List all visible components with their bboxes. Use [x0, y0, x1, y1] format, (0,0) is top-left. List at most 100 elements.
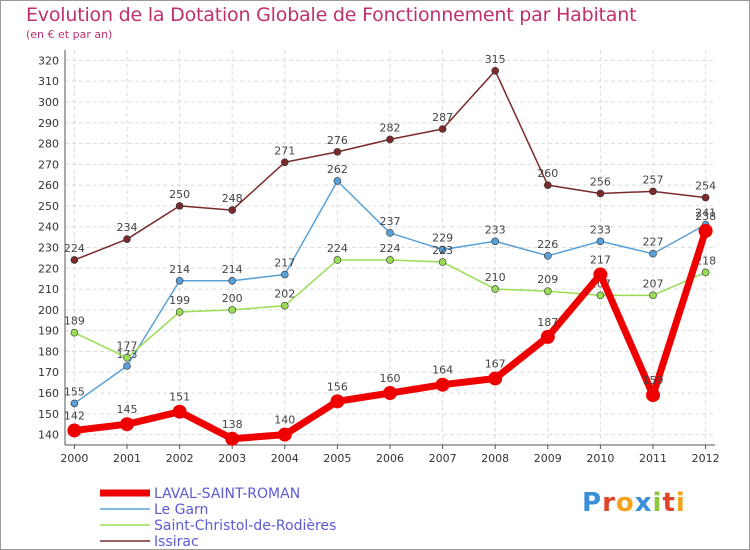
- data-label: 282: [380, 121, 401, 134]
- data-label: 224: [380, 242, 401, 255]
- logo-letter: r: [602, 488, 616, 518]
- x-tick-label: 2004: [271, 452, 299, 465]
- chart-title: Evolution de la Dotation Globale de Fonc…: [26, 4, 637, 26]
- data-label: 237: [380, 215, 401, 228]
- data-point: [225, 431, 240, 446]
- data-point: [646, 388, 660, 403]
- y-tick-label: 260: [38, 179, 59, 192]
- data-point: [330, 394, 345, 409]
- logo-letter: t: [662, 488, 676, 518]
- data-label: 214: [169, 263, 190, 276]
- data-point: [596, 237, 605, 246]
- data-label: 202: [274, 288, 295, 301]
- x-tick-label: 2012: [692, 452, 720, 465]
- legend-label: Issirac: [154, 534, 199, 550]
- data-point: [175, 276, 184, 285]
- data-point: [596, 291, 605, 300]
- data-point: [333, 148, 342, 156]
- data-label: 200: [222, 292, 243, 305]
- data-label: 167: [485, 357, 506, 370]
- y-tick-label: 300: [38, 96, 59, 109]
- data-point: [333, 256, 342, 264]
- data-point: [649, 249, 657, 258]
- x-tick-label: 2008: [481, 452, 509, 465]
- y-tick-label: 180: [38, 345, 59, 358]
- data-point: [280, 158, 289, 167]
- data-label: 145: [117, 403, 138, 416]
- data-label: 226: [537, 238, 558, 251]
- logo-letter: x: [634, 488, 653, 518]
- data-point: [172, 404, 187, 419]
- data-point: [435, 377, 450, 392]
- x-tick-label: 2003: [218, 452, 246, 465]
- data-label: 209: [537, 273, 558, 286]
- legend-label: Saint-Christol-de-Rodières: [154, 518, 336, 534]
- data-point: [649, 291, 657, 300]
- data-point: [123, 353, 131, 362]
- data-label: 234: [117, 221, 138, 234]
- data-label: 214: [222, 263, 243, 276]
- data-point: [228, 206, 236, 214]
- x-tick-label: 2006: [376, 452, 404, 465]
- y-tick-label: 140: [38, 429, 59, 442]
- data-label: 224: [327, 242, 348, 255]
- data-label: 151: [169, 391, 190, 404]
- data-point: [701, 193, 710, 202]
- data-point: [438, 245, 447, 254]
- data-label: 177: [117, 340, 138, 353]
- y-tick-label: 270: [38, 158, 59, 171]
- y-tick-label: 310: [38, 75, 59, 88]
- chart-subtitle: (en € et par an): [26, 28, 113, 41]
- data-point: [438, 258, 447, 266]
- data-point: [596, 189, 605, 198]
- data-label: 138: [222, 418, 243, 431]
- y-tick-label: 320: [38, 54, 59, 67]
- y-tick-label: 200: [38, 304, 59, 317]
- data-point: [491, 285, 500, 293]
- x-tick-label: 2007: [429, 452, 457, 465]
- logo-letter: o: [615, 488, 635, 518]
- data-point: [280, 270, 289, 279]
- data-point: [175, 202, 184, 210]
- data-point: [120, 417, 134, 432]
- y-tick-label: 160: [38, 387, 59, 400]
- data-label: 159: [643, 374, 664, 387]
- data-label: 224: [64, 242, 85, 255]
- data-label: 207: [643, 277, 664, 290]
- data-label: 315: [485, 53, 506, 66]
- data-label: 260: [537, 167, 558, 180]
- data-label: 250: [169, 188, 190, 201]
- data-point: [593, 267, 608, 282]
- data-point: [488, 371, 503, 386]
- data-point: [70, 256, 79, 264]
- x-tick-label: 2005: [323, 452, 351, 465]
- data-label: 287: [432, 111, 453, 124]
- data-label: 210: [485, 271, 506, 284]
- legend-label: Le Garn: [154, 502, 208, 518]
- data-label: 257: [643, 173, 664, 186]
- data-point: [701, 268, 710, 277]
- data-label: 241: [695, 207, 716, 220]
- x-tick-label: 2011: [639, 452, 667, 465]
- data-point: [540, 329, 555, 344]
- proxiti-logo: Proxiti: [582, 488, 686, 518]
- data-label: 142: [64, 409, 85, 422]
- data-point: [70, 328, 79, 337]
- data-point: [277, 427, 292, 442]
- data-label: 223: [432, 244, 453, 257]
- data-label: 217: [590, 254, 611, 267]
- data-label: 164: [432, 364, 453, 377]
- data-point: [386, 229, 394, 237]
- data-point: [543, 287, 552, 295]
- data-point: [438, 125, 447, 133]
- data-label: 199: [169, 294, 190, 307]
- data-label: 155: [64, 385, 85, 398]
- y-tick-label: 250: [38, 200, 59, 213]
- data-point: [333, 177, 342, 185]
- data-point: [383, 386, 397, 401]
- data-label: 160: [380, 372, 401, 385]
- x-tick-label: 2002: [166, 452, 194, 465]
- data-point: [123, 235, 131, 243]
- x-tick-label: 2009: [534, 452, 562, 465]
